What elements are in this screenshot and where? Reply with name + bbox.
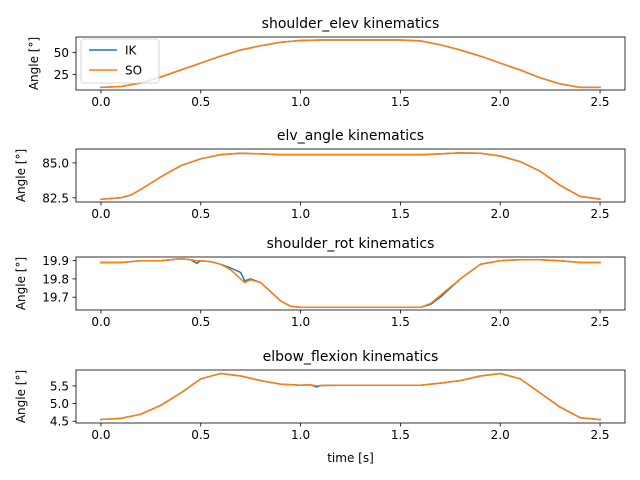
panel-3-xtick-label: 1.5 bbox=[391, 315, 410, 329]
panel-4-xtick-label: 2.0 bbox=[491, 428, 510, 442]
panel-4-series-so-line bbox=[100, 372, 601, 421]
panel-4-xtick-label: 0.5 bbox=[191, 428, 210, 442]
panel-3-ytick-label: 19.8 bbox=[42, 272, 69, 286]
panel-1-axes-frame bbox=[75, 36, 626, 91]
panel-4-xtick-label: 1.5 bbox=[391, 428, 410, 442]
panel-2-xtick-label: 0.5 bbox=[191, 207, 210, 221]
panel-1-xtick-label: 2.5 bbox=[590, 95, 609, 109]
panel-1-xtick-label: 2.0 bbox=[491, 95, 510, 109]
panel-4-axes-frame bbox=[75, 369, 626, 424]
panel-4-xtick-label: 2.5 bbox=[590, 428, 609, 442]
panel-1-series-ik-line bbox=[100, 39, 601, 89]
panel-1-legend-box bbox=[80, 38, 160, 84]
panel-2-xtick-label: 1.0 bbox=[291, 207, 310, 221]
panel-3-title: shoulder_rot kinematics bbox=[267, 236, 435, 252]
panel-1-legend-label-ik: IK bbox=[125, 44, 138, 58]
panel-4-xtick-label: 1.0 bbox=[291, 428, 310, 442]
panel-2-ytick-label: 82.5 bbox=[42, 191, 69, 205]
panel-1-xtick-label: 0.0 bbox=[91, 95, 110, 109]
panel-4-ytick-label: 5.5 bbox=[50, 379, 69, 393]
panel-2-ytick-label: 85.0 bbox=[42, 156, 69, 170]
panel-1-legend-label-so: SO bbox=[125, 64, 142, 78]
panel-3-xtick-label: 2.0 bbox=[491, 315, 510, 329]
panel-3-xtick-label: 0.5 bbox=[191, 315, 210, 329]
panel-2-xtick-label: 2.5 bbox=[590, 207, 609, 221]
panel-3-ylabel: Angle [°] bbox=[14, 257, 28, 310]
panel-4-xtick-label: 0.0 bbox=[91, 428, 110, 442]
panel-2-axes-frame bbox=[75, 148, 626, 203]
panel-1-ytick-label: 50 bbox=[54, 46, 69, 60]
panel-1-series-so-line bbox=[100, 39, 601, 89]
panel-4-ytick-label: 5.0 bbox=[50, 397, 69, 411]
panel-1-ylabel: Angle [°] bbox=[27, 37, 41, 90]
panel-4-title: elbow_flexion kinematics bbox=[263, 349, 439, 365]
panel-3-axes-frame bbox=[75, 256, 626, 311]
panel-2-series-ik-line bbox=[100, 152, 601, 201]
panel-3-xtick-label: 1.0 bbox=[291, 315, 310, 329]
panel-1-xtick-label: 1.5 bbox=[391, 95, 410, 109]
panel-4-xlabel: time [s] bbox=[327, 451, 374, 465]
panel-2-ylabel: Angle [°] bbox=[14, 149, 28, 202]
panel-1-ytick-label: 25 bbox=[54, 68, 69, 82]
panel-2-xtick-label: 0.0 bbox=[91, 207, 110, 221]
panel-2-title: elv_angle kinematics bbox=[277, 128, 424, 144]
panel-2-xtick-label: 2.0 bbox=[491, 207, 510, 221]
panel-4-ylabel: Angle [°] bbox=[14, 370, 28, 423]
panel-3-xtick-label: 0.0 bbox=[91, 315, 110, 329]
panel-3-xtick-label: 2.5 bbox=[590, 315, 609, 329]
panel-1-xtick-label: 1.0 bbox=[291, 95, 310, 109]
panel-4-ytick-label: 4.5 bbox=[50, 415, 69, 429]
panel-2-xtick-label: 1.5 bbox=[391, 207, 410, 221]
panel-3-series-so-line bbox=[100, 258, 601, 309]
panel-3-series-ik-line bbox=[100, 258, 601, 309]
panel-3-ytick-label: 19.9 bbox=[42, 254, 69, 268]
panel-1-xtick-label: 0.5 bbox=[191, 95, 210, 109]
panel-1-title: shoulder_elev kinematics bbox=[262, 16, 440, 32]
panel-3-ytick-label: 19.7 bbox=[42, 291, 69, 305]
panel-2-series-so-line bbox=[100, 152, 601, 201]
